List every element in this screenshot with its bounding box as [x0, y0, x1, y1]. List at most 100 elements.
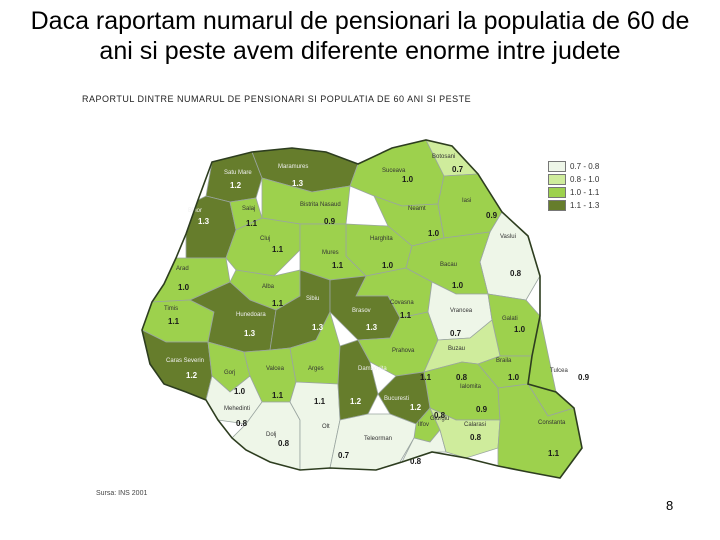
county-mehedinti	[205, 375, 263, 425]
county-value-label: 1.1	[168, 317, 180, 326]
county-value-label: 1.1	[272, 391, 284, 400]
legend-label: 0.8 - 1.0	[570, 174, 600, 184]
county-value-label: 0.8	[456, 373, 468, 382]
county-name-label: Arad	[176, 266, 189, 272]
county-value-label: 0.9	[324, 217, 336, 226]
county-calarasi	[429, 407, 501, 459]
county-name-label: Gorj	[224, 370, 235, 376]
county-value-label: 1.2	[410, 403, 422, 412]
county-name-label: Vrancea	[450, 308, 473, 314]
county-value-label: 1.0	[428, 229, 440, 238]
county-name-label: Constanta	[538, 420, 566, 426]
legend-label: 1.0 - 1.1	[570, 187, 600, 197]
county-name-label: Iasi	[462, 198, 471, 204]
county-value-label: 0.8	[470, 433, 482, 442]
legend-swatch	[548, 173, 566, 185]
romania-county-map: Satu Mare1.2Maramures1.3Suceava1.0Botosa…	[141, 139, 590, 479]
county-value-label: 0.7	[338, 451, 350, 460]
county-name-label: Harghita	[370, 236, 393, 242]
county-name-label: Bucuresti	[384, 396, 409, 402]
county-name-label: Maramures	[278, 164, 308, 170]
county-name-label: Valcea	[266, 366, 285, 372]
county-value-label: 1.2	[230, 181, 242, 190]
county-name-label: Buzau	[448, 346, 465, 352]
county-name-label: Timis	[164, 306, 178, 312]
county-value-label: 1.3	[244, 329, 256, 338]
county-value-label: 0.8	[410, 457, 422, 466]
county-name-label: Caras Severin	[166, 358, 204, 364]
county-value-label: 1.0	[178, 283, 190, 292]
legend-item: 1.1 - 1.3	[548, 199, 618, 211]
source-note: Sursa: INS 2001	[96, 490, 148, 497]
county-name-label: Cluj	[260, 236, 270, 242]
page-number: 8	[666, 498, 674, 513]
map-container: RAPORTUL DINTRE NUMARUL DE PENSIONARI SI…	[70, 88, 660, 508]
county-value-label: 1.0	[382, 261, 394, 270]
county-value-label: 1.1	[400, 311, 412, 320]
county-name-label: Prahova	[392, 348, 415, 354]
county-name-label: Salaj	[242, 206, 255, 212]
county-name-label: Calarasi	[464, 422, 486, 428]
county-name-label: Vaslui	[500, 234, 516, 240]
county-value-label: 1.0	[452, 281, 464, 290]
county-value-label: 0.7	[452, 165, 464, 174]
county-name-label: Olt	[322, 424, 330, 430]
county-value-label: 1.2	[186, 371, 198, 380]
county-name-label: Ilfov	[418, 422, 429, 428]
county-name-label: Brasov	[352, 308, 371, 314]
county-name-label: Braila	[496, 358, 512, 364]
county-name-label: Dolj	[266, 432, 276, 438]
county-name-label: Tulcea	[550, 368, 568, 374]
county-value-label: 1.1	[548, 449, 560, 458]
county-value-label: 0.8	[278, 439, 290, 448]
map-legend: 0.7 - 0.8 0.8 - 1.0 1.0 - 1.1 1.1 - 1.3	[548, 160, 618, 212]
county-name-label: Galati	[502, 316, 518, 322]
legend-swatch	[548, 160, 566, 172]
slide-title: Daca raportam numarul de pensionari la p…	[30, 7, 690, 65]
county-value-label: 1.0	[234, 387, 246, 396]
county-value-label: 1.1	[314, 397, 326, 406]
county-name-label: Dambovita	[358, 366, 387, 372]
county-value-label: 1.0	[402, 175, 414, 184]
county-name-label: Covasna	[390, 300, 414, 306]
legend-item: 0.8 - 1.0	[548, 173, 618, 185]
county-value-label: 0.7	[450, 329, 462, 338]
county-value-label: 1.1	[420, 373, 432, 382]
county-name-label: Neamt	[408, 206, 426, 212]
county-regions	[141, 139, 583, 479]
county-satu-mare	[205, 151, 263, 203]
county-name-label: Arges	[308, 366, 324, 372]
legend-label: 1.1 - 1.3	[570, 200, 600, 210]
county-name-label: Mehedinti	[224, 406, 250, 412]
county-name-label: Bacau	[440, 262, 457, 268]
county-name-label: Teleorman	[364, 436, 392, 442]
legend-swatch	[548, 199, 566, 211]
country-outline	[141, 139, 583, 479]
county-value-label: 1.3	[292, 179, 304, 188]
county-value-label: 0.8	[510, 269, 522, 278]
map-caption: RAPORTUL DINTRE NUMARUL DE PENSIONARI SI…	[82, 94, 472, 104]
county-name-label: Botosani	[432, 154, 455, 160]
county-value-label: 1.0	[508, 373, 520, 382]
county-name-label: Alba	[262, 284, 275, 290]
county-value-label: 1.2	[350, 397, 362, 406]
county-value-label: 0.9	[476, 405, 488, 414]
county-cluj	[225, 217, 301, 277]
county-name-label: Sibiu	[306, 296, 319, 302]
county-name-label: Suceava	[382, 168, 406, 174]
county-value-label: 0.8	[434, 411, 446, 420]
county-name-label: Bihor	[188, 208, 202, 214]
county-value-label: 1.3	[366, 323, 378, 332]
county-name-label: Ialomita	[460, 384, 482, 390]
county-value-label: 1.3	[198, 217, 210, 226]
county-bihor	[185, 195, 237, 259]
legend-swatch	[548, 186, 566, 198]
county-value-label: 1.1	[272, 245, 284, 254]
county-value-label: 1.1	[272, 299, 284, 308]
county-name-label: Hunedoara	[236, 312, 266, 318]
county-name-label: Mures	[322, 250, 339, 256]
county-value-label: 0.8	[236, 419, 248, 428]
county-value-label: 0.9	[578, 373, 590, 382]
county-value-label: 1.1	[332, 261, 344, 270]
legend-item: 1.0 - 1.1	[548, 186, 618, 198]
